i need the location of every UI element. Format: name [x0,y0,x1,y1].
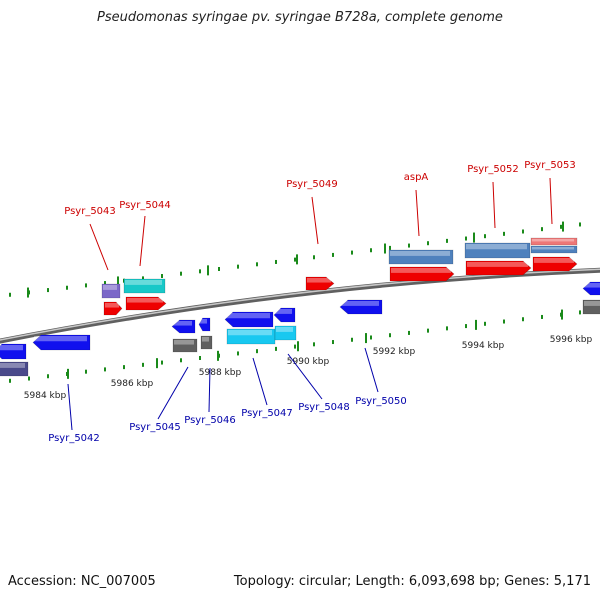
gene-feature-5043-shine [105,303,119,308]
gene-feature-5054 [582,281,600,296]
gene-feature-5046 [198,317,211,332]
accession-text: Accession: NC_007005 [8,574,156,589]
gene-feature-5048 [273,307,296,323]
gene-feature-5052 [465,260,532,276]
gene-feature-5042-shine [34,336,87,342]
genome-title: Pseudomonas syringae pv. syringae B728a,… [97,10,503,25]
leader-line [287,353,323,400]
gene-feature-5043-domain [101,283,121,299]
gene-label: Psyr_5047 [241,408,293,419]
gene-feature-5041 [0,343,27,360]
gene-feature-5047-shine [226,313,270,319]
gene-feature-5053-domain-top-shine [532,239,574,242]
gene-feature-5053 [532,256,578,272]
gene-feature-5043 [103,301,123,316]
leader-line [208,367,211,413]
gene-feature-5044 [125,296,167,311]
gene-feature-5054-shine [584,283,600,288]
gene-feature-5044-domain-shine [125,280,162,285]
gene-feature-5043-domain-shine [103,285,117,290]
leader-line [67,383,73,431]
gene-label: aspA [404,172,429,183]
gene-feature-5047-domain-shine [228,330,272,336]
gene-feature-aspA [389,266,455,282]
gene-feature-5052-domain [464,242,531,259]
genome-summary-text: Topology: circular; Length: 6,093,698 bp… [233,574,591,589]
leader-line [139,215,146,267]
gene-feature-aspA-domain-shine [390,251,450,256]
gene-feature-5054-domain-shine [584,301,600,306]
gene-label: Psyr_5042 [48,433,100,444]
scale-label: 5992 kbp [373,347,416,357]
scale-label: 5988 kbp [199,368,242,378]
gene-feature-5053-shine [534,258,574,263]
gene-label: Psyr_5048 [298,402,350,413]
gene-feature-aspA-domain [388,249,454,265]
gene-feature-5048-domain [274,325,297,341]
gene-feature-5048-shine [275,309,292,314]
scale-label: 5994 kbp [462,341,505,351]
gene-label: Psyr_5050 [355,396,407,407]
gene-feature-aspA-shine [391,268,451,273]
leader-line [89,223,109,271]
gene-feature-5050 [339,299,383,315]
leader-line [492,181,496,229]
gene-feature-5041-shine [0,345,23,351]
gene-feature-5041-domain-shine [0,363,25,368]
gene-feature-5046-domain [200,335,213,350]
gene-feature-5052-domain-shine [466,244,527,250]
genome-backbone [0,267,600,344]
gene-label: Psyr_5046 [184,415,236,426]
gene-feature-5049-shine [307,278,331,283]
gene-feature-5045 [171,319,196,334]
gene-label: Psyr_5052 [467,164,519,175]
scale-label: 5996 kbp [550,335,593,345]
scale-label: 5990 kbp [287,357,330,367]
gene-feature-5042 [32,334,91,351]
gene-feature-5044-domain [123,278,166,294]
gene-feature-5045-shine [173,321,192,326]
gene-feature-5053-domain-top [530,237,578,246]
leader-line [157,366,189,420]
leader-line [415,189,420,237]
leader-line [364,347,379,393]
gene-feature-5045-domain [172,338,198,353]
scale-label: 5986 kbp [111,379,154,389]
leader-line [549,177,553,225]
gene-feature-5054-domain [582,299,600,315]
gene-label: Psyr_5043 [64,206,116,217]
gene-feature-5041-domain [0,361,29,377]
genome-backbone-highlight [0,268,600,341]
gene-feature-5047-domain [226,328,276,345]
gene-feature-5046-domain-shine [202,337,209,342]
gene-feature-5053-domain [530,245,578,254]
gene-label: Psyr_5044 [119,200,171,211]
gene-feature-5049 [305,276,335,291]
leader-line [311,196,319,245]
gene-feature-5047 [224,311,274,328]
scale-label: 5984 kbp [24,391,67,401]
gene-label: Psyr_5045 [129,422,181,433]
gene-feature-5046-shine [200,319,207,324]
gene-feature-5052-shine [467,262,528,267]
leader-line [252,357,268,406]
gene-feature-5050-shine [341,301,379,306]
gene-feature-5053-domain-shine [532,247,574,250]
gene-feature-5048-domain-shine [276,327,293,332]
gene-feature-5044-shine [127,298,163,303]
gene-feature-5045-domain-shine [174,340,194,345]
gene-label: Psyr_5053 [524,160,576,171]
gene-label: Psyr_5049 [286,179,338,190]
